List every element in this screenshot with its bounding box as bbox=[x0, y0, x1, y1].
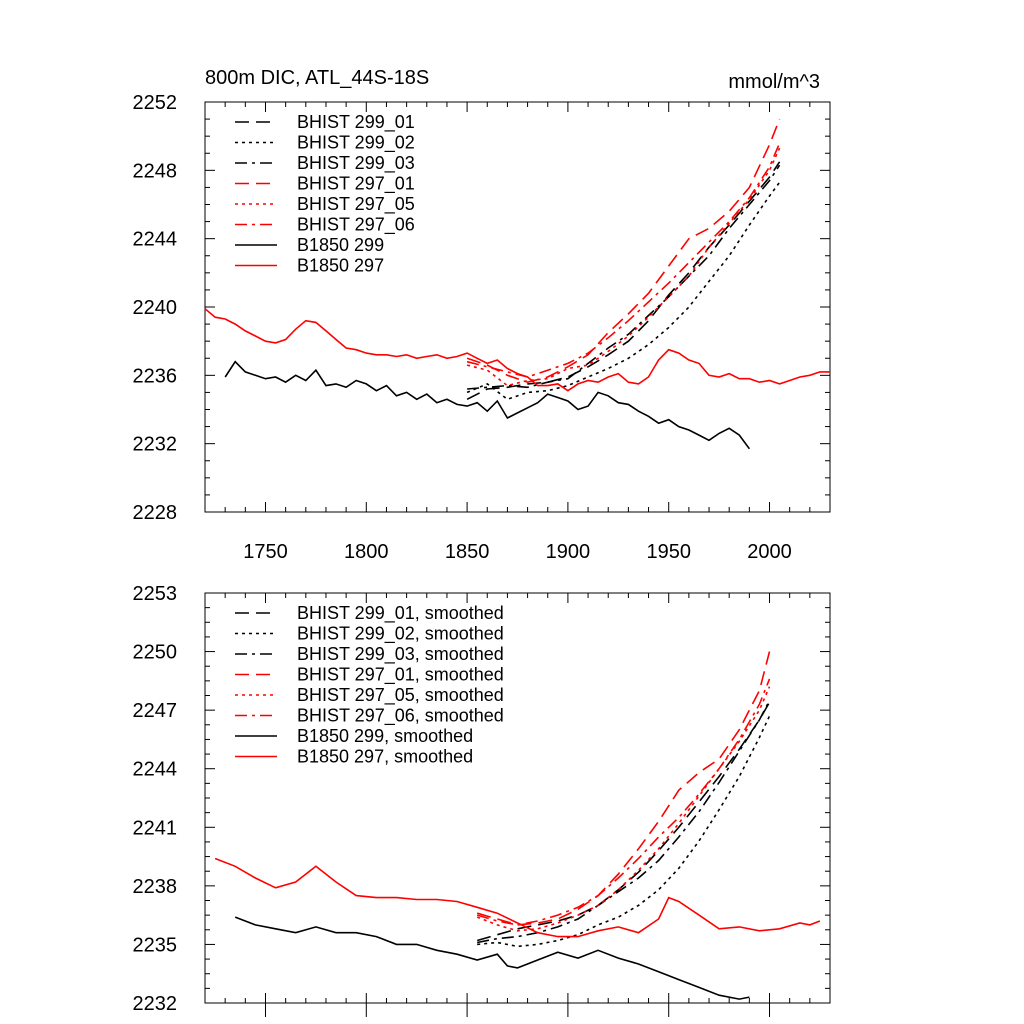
y-tick-label: 2236 bbox=[133, 365, 178, 387]
bottom-panel: 2232 2235 2238 2241 2244 2247 2250 2253 BHIST 29… bbox=[133, 583, 831, 1017]
y-tick-label: 2253 bbox=[133, 583, 178, 605]
series-line-3 bbox=[476, 651, 771, 926]
legend-label: B1850 299, smoothed bbox=[297, 726, 473, 746]
x-tick-label: 1750 bbox=[243, 541, 288, 563]
legend-label: BHIST 299_02 bbox=[297, 133, 415, 154]
series-line-7 bbox=[214, 857, 821, 938]
series-line-6 bbox=[224, 360, 751, 450]
x-tick-label: 1850 bbox=[445, 541, 490, 563]
chart-title: 800m DIC, ATL_44S-18S bbox=[205, 67, 429, 89]
x-tick-label: 1900 bbox=[546, 541, 591, 563]
y-tick-label: 2232 bbox=[133, 993, 178, 1015]
y-tick-label: 2238 bbox=[133, 876, 178, 898]
bottom-plot-area: 2232 2235 2238 2241 2244 2247 2250 2253 BHIST 29… bbox=[133, 583, 831, 1017]
series-line-7 bbox=[204, 308, 830, 392]
series-line-5 bbox=[466, 142, 781, 378]
y-tick-label: 2252 bbox=[133, 92, 178, 114]
y-tick-label: 2244 bbox=[133, 229, 178, 251]
legend-label: BHIST 299_03 bbox=[297, 153, 415, 174]
x-tick-label: 1950 bbox=[646, 541, 691, 563]
legend-label: BHIST 299_03, smoothed bbox=[297, 644, 504, 665]
y-tick-label: 2248 bbox=[133, 160, 178, 182]
legend-label: BHIST 297_01, smoothed bbox=[297, 665, 504, 686]
top-plot-area: 2228 2232 2236 2240 2244 2248 2252 1750 1800 1850… bbox=[133, 92, 831, 563]
y-tick-label: 2232 bbox=[133, 434, 178, 456]
series-line-1 bbox=[477, 715, 771, 948]
legend-label: B1850 297, smoothed bbox=[297, 747, 473, 767]
legend-label: BHIST 299_01 bbox=[297, 112, 415, 133]
series-line-2 bbox=[467, 164, 781, 390]
series-line-2 bbox=[477, 700, 771, 944]
series-line-5 bbox=[476, 678, 771, 926]
y-tick-label: 2235 bbox=[133, 934, 178, 956]
y-tick-label: 2250 bbox=[133, 642, 178, 664]
top-panel: 800m DIC, ATL_44S-18S mmol/m^3 222822322… bbox=[133, 67, 831, 563]
legend-label: B1850 299 bbox=[297, 235, 384, 255]
series-line-3 bbox=[466, 118, 781, 384]
y-tick-label: 2244 bbox=[133, 759, 178, 781]
legend-label: BHIST 297_05, smoothed bbox=[297, 685, 504, 706]
units-label: mmol/m^3 bbox=[728, 71, 820, 93]
legend-label: BHIST 299_02, smoothed bbox=[297, 624, 504, 645]
series-line-4 bbox=[466, 147, 781, 387]
x-tick-label: 1800 bbox=[344, 541, 389, 563]
y-tick-label: 2228 bbox=[133, 502, 178, 524]
legend-label: BHIST 297_01 bbox=[297, 174, 415, 195]
legend-label: BHIST 297_06, smoothed bbox=[297, 706, 504, 727]
y-tick-label: 2241 bbox=[133, 817, 178, 839]
series-line-4 bbox=[476, 686, 771, 932]
y-tick-label: 2240 bbox=[133, 297, 178, 319]
series-line-0 bbox=[466, 161, 781, 401]
series-line-6 bbox=[234, 916, 750, 1000]
series-line-0 bbox=[476, 701, 771, 942]
legend-label: BHIST 299_01, smoothed bbox=[297, 603, 504, 624]
series-line-1 bbox=[466, 181, 781, 401]
legend-label: B1850 297 bbox=[297, 256, 384, 276]
legend-label: BHIST 297_06 bbox=[297, 215, 415, 236]
legend-label: BHIST 297_05 bbox=[297, 194, 415, 215]
y-tick-label: 2247 bbox=[133, 700, 178, 722]
x-tick-label: 2000 bbox=[747, 541, 792, 563]
